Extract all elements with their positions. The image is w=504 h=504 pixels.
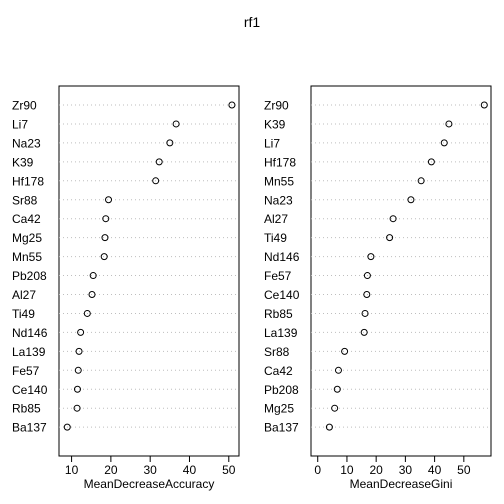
gini-data-point [407,196,415,204]
gini-category-label: Mg25 [264,402,294,416]
gini-data-point [341,347,349,355]
accuracy-category-label: Ce140 [12,383,48,397]
accuracy-category-label: La139 [12,345,46,359]
accuracy-data-point [73,404,81,412]
gini-data-point [334,366,342,374]
gini-x-tick-label: 30 [399,463,413,477]
accuracy-category-label: Pb208 [12,269,47,283]
accuracy-category-label: Hf178 [12,174,44,188]
accuracy-panel: Zr90 Li7 Na23 K39 Hf178 Sr88 Ca42 Mg25 Mn55 Pb208… [12,85,240,491]
gini-category-label: Ba137 [264,421,299,435]
gini-data-point [360,328,368,336]
chart-title: rf1 [244,14,261,30]
accuracy-data-point [83,309,91,317]
accuracy-data-point [75,347,83,355]
gini-data-point [480,101,488,109]
accuracy-data-point [172,120,180,128]
gini-category-label: Na23 [264,193,293,207]
accuracy-data-point [74,366,82,374]
gini-data-point [440,139,448,147]
accuracy-category-label: Na23 [12,136,41,150]
gini-data-point [363,291,371,298]
accuracy-x-tick-label: 10 [65,463,79,477]
gini-data-point [325,423,333,431]
accuracy-x-tick-label: 40 [183,463,197,477]
accuracy-data-point [166,139,174,147]
accuracy-data-point [63,423,71,431]
gini-category-label: Hf178 [264,155,296,169]
gini-category-label: Ca42 [264,364,293,378]
gini-category-label: Fe57 [264,269,292,283]
accuracy-data-point [105,196,113,204]
gini-data-point [361,309,369,317]
gini-x-tick-label: 0 [314,463,321,477]
gini-data-point [331,404,339,412]
gini-category-label: Zr90 [264,99,289,113]
accuracy-category-label: Fe57 [12,364,40,378]
accuracy-data-point [102,215,110,223]
accuracy-category-label: Ca42 [12,212,41,226]
accuracy-data-point [100,253,108,261]
gini-category-label: Ce140 [264,288,300,302]
accuracy-x-axis-label: MeanDecreaseAccuracy [84,477,215,491]
gini-data-point [367,253,375,261]
gini-x-tick-label: 20 [369,463,383,477]
gini-data-point [363,272,371,280]
accuracy-data-point [89,272,97,280]
gini-data-point [427,158,435,166]
accuracy-x-tick-label: 50 [222,463,236,477]
gini-x-tick-label: 40 [428,463,442,477]
gini-x-tick-label: 10 [340,463,354,477]
accuracy-data-point [101,234,109,242]
gini-x-axis-label: MeanDecreaseGini [350,477,453,491]
gini-data-point [389,215,397,223]
accuracy-category-label: Mn55 [12,250,42,264]
accuracy-data-point [88,291,96,298]
gini-category-label: Pb208 [264,383,299,397]
accuracy-category-label: Sr88 [12,193,38,207]
gini-data-point [417,177,425,185]
gini-category-label: K39 [264,117,286,131]
gini-category-label: Ti49 [264,231,287,245]
accuracy-data-point [77,328,85,336]
accuracy-category-label: Rb85 [12,402,41,416]
gini-data-point [445,120,453,128]
accuracy-category-label: Nd146 [12,326,48,340]
accuracy-data-point [152,177,160,185]
gini-panel: Zr90 K39 Li7 Hf178 Mn55 Na23 Al27 Ti49 Nd146 Fe57… [264,85,492,491]
gini-category-label: Nd146 [264,250,300,264]
gini-x-tick-label: 50 [457,463,471,477]
accuracy-data-point [155,158,163,166]
accuracy-category-label: Li7 [12,117,28,131]
accuracy-category-label: Mg25 [12,231,42,245]
accuracy-category-label: Ba137 [12,421,47,435]
accuracy-x-tick-label: 20 [104,463,118,477]
accuracy-category-label: Zr90 [12,99,37,113]
accuracy-category-label: Al27 [12,288,36,302]
gini-category-label: Mn55 [264,174,294,188]
accuracy-data-point [73,385,81,393]
accuracy-plot-frame [58,85,240,457]
gini-category-label: Rb85 [264,307,293,321]
accuracy-data-point [228,101,236,109]
gini-plot-frame [310,85,492,457]
gini-category-label: Li7 [264,136,280,150]
gini-category-label: Al27 [264,212,288,226]
accuracy-category-label: K39 [12,155,34,169]
accuracy-category-label: Ti49 [12,307,35,321]
gini-category-label: Sr88 [264,345,290,359]
gini-data-point [333,385,341,393]
accuracy-x-tick-label: 30 [143,463,157,477]
gini-category-label: La139 [264,326,298,340]
gini-data-point [386,234,394,242]
